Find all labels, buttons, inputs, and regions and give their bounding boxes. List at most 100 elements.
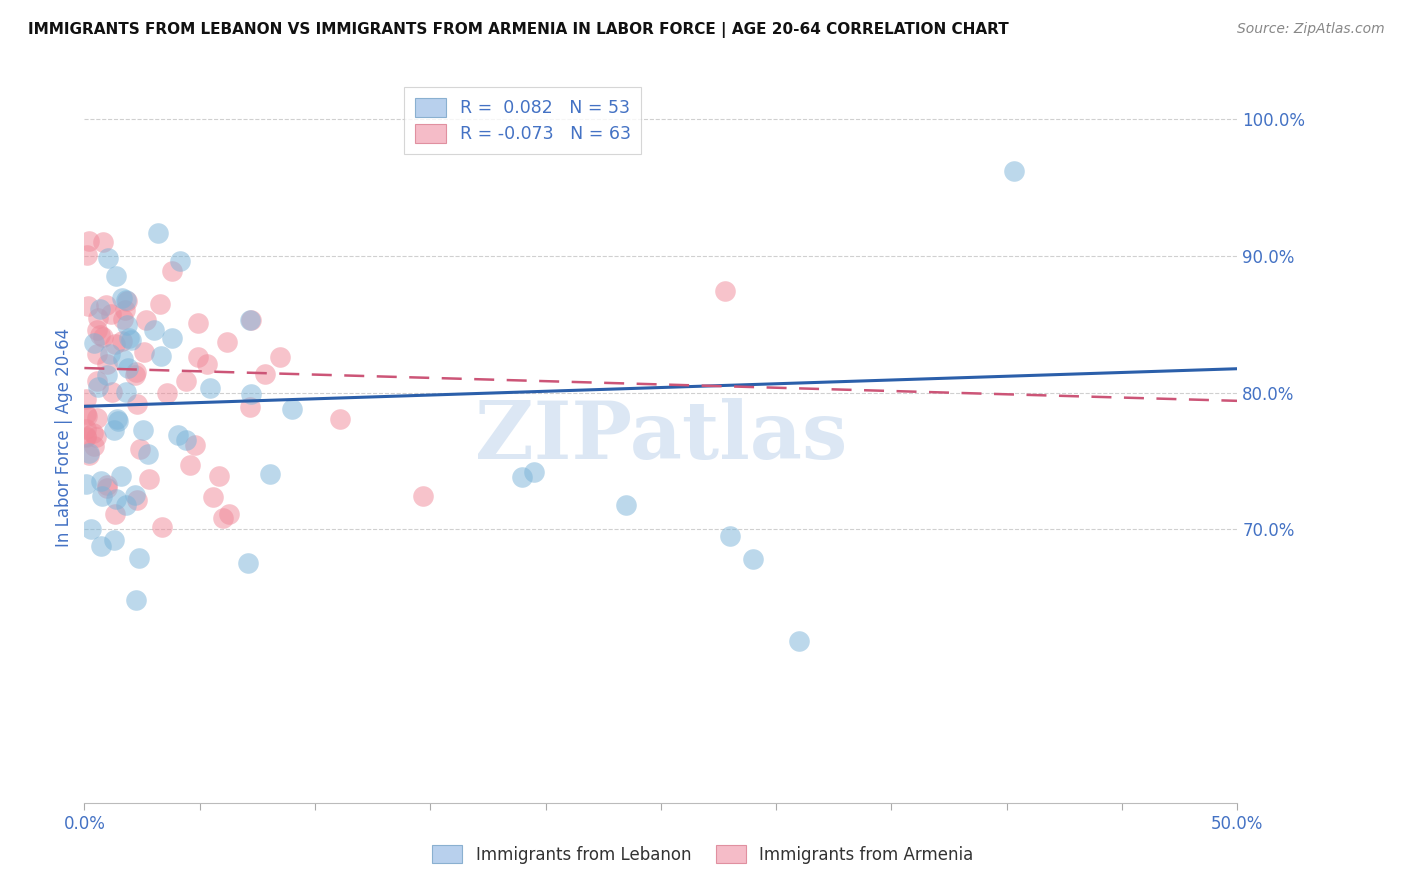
Point: [124, 368, 146, 382]
Point: [89, 539, 111, 553]
Point: [75, 392, 97, 406]
Point: [127, 492, 149, 507]
Point: [281, 402, 304, 417]
Point: [77, 448, 100, 462]
Point: [79, 234, 101, 248]
Y-axis label: In Labor Force | Age 20-64: In Labor Force | Age 20-64: [55, 327, 73, 547]
Point: [149, 297, 172, 311]
Point: [169, 254, 191, 268]
Point: [87, 380, 110, 394]
Text: IMMIGRANTS FROM LEBANON VS IMMIGRANTS FROM ARMENIA IN LABOR FORCE | AGE 20-64 CO: IMMIGRANTS FROM LEBANON VS IMMIGRANTS FR…: [28, 22, 1010, 38]
Point: [75, 422, 97, 436]
Point: [76, 429, 98, 443]
Point: [107, 414, 129, 428]
Point: [105, 492, 128, 507]
Point: [76, 247, 98, 261]
Point: [114, 302, 136, 317]
Point: [523, 465, 546, 479]
Point: [75, 407, 97, 421]
Point: [110, 469, 132, 483]
Point: [614, 498, 637, 512]
Point: [76, 299, 98, 313]
Point: [104, 269, 127, 284]
Point: [76, 409, 98, 424]
Point: [104, 336, 127, 351]
Point: [202, 490, 225, 504]
Point: [512, 470, 534, 484]
Point: [238, 557, 260, 571]
Point: [148, 226, 170, 240]
Point: [239, 400, 262, 414]
Point: [93, 330, 115, 344]
Legend: Immigrants from Lebanon, Immigrants from Armenia: Immigrants from Lebanon, Immigrants from…: [426, 838, 980, 871]
Point: [115, 294, 138, 309]
Point: [128, 442, 150, 456]
Point: [254, 367, 277, 381]
Point: [149, 350, 172, 364]
Point: [103, 423, 125, 437]
Point: [111, 291, 134, 305]
Point: [200, 381, 222, 395]
Point: [143, 323, 166, 337]
Point: [132, 344, 155, 359]
Point: [176, 374, 198, 388]
Point: [714, 285, 737, 299]
Point: [239, 387, 262, 401]
Point: [115, 318, 138, 333]
Point: [125, 397, 148, 411]
Point: [124, 593, 146, 607]
Point: [96, 298, 118, 312]
Point: [742, 552, 765, 566]
Point: [412, 489, 434, 503]
Point: [156, 386, 179, 401]
Point: [96, 357, 118, 371]
Point: [115, 498, 138, 512]
Point: [150, 520, 173, 534]
Point: [100, 307, 122, 321]
Point: [128, 551, 150, 566]
Point: [239, 313, 262, 327]
Point: [89, 327, 111, 342]
Point: [89, 302, 111, 317]
Point: [160, 264, 183, 278]
Point: [124, 488, 146, 502]
Point: [111, 312, 134, 326]
Point: [83, 439, 105, 453]
Point: [75, 477, 97, 491]
Point: [136, 447, 159, 461]
Point: [77, 446, 100, 460]
Point: [329, 412, 352, 426]
Point: [208, 468, 231, 483]
Point: [101, 385, 124, 400]
Point: [103, 533, 125, 548]
Point: [84, 430, 107, 444]
Point: [96, 478, 118, 492]
Point: [96, 368, 118, 382]
Point: [115, 293, 138, 308]
Point: [86, 411, 108, 425]
Point: [240, 312, 263, 326]
Point: [97, 252, 120, 266]
Point: [80, 522, 103, 536]
Point: [187, 350, 209, 364]
Point: [1002, 164, 1025, 178]
Point: [82, 425, 104, 440]
Point: [86, 323, 108, 337]
Point: [111, 334, 134, 348]
Point: [132, 423, 155, 437]
Point: [111, 351, 134, 366]
Text: Source: ZipAtlas.com: Source: ZipAtlas.com: [1237, 22, 1385, 37]
Point: [104, 507, 127, 521]
Legend: R =  0.082   N = 53, R = -0.073   N = 63: R = 0.082 N = 53, R = -0.073 N = 63: [405, 87, 641, 153]
Point: [118, 331, 141, 345]
Point: [718, 529, 741, 543]
Point: [135, 313, 157, 327]
Point: [218, 507, 240, 521]
Point: [212, 510, 235, 524]
Point: [91, 489, 114, 503]
Point: [162, 331, 184, 345]
Point: [96, 481, 118, 495]
Point: [105, 412, 128, 426]
Point: [125, 365, 148, 379]
Point: [183, 438, 205, 452]
